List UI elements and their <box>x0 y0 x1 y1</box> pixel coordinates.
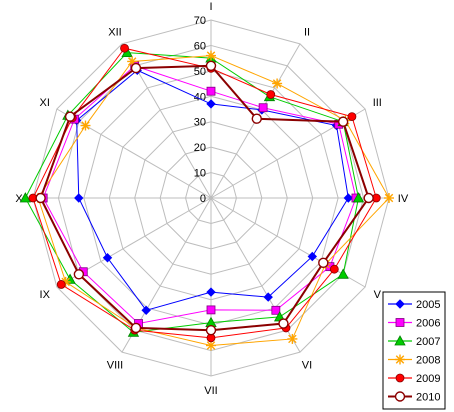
data-point <box>337 268 349 279</box>
data-point <box>205 60 217 71</box>
legend: 2005 2006 2007 2008 2009 2010 <box>382 291 446 410</box>
series-2010 <box>35 60 374 336</box>
data-point <box>395 318 405 327</box>
radial-tick-label: 20 <box>194 142 206 154</box>
data-point <box>19 192 32 203</box>
data-point-stroke <box>384 193 394 203</box>
data-point <box>73 269 85 280</box>
data-point <box>394 335 406 346</box>
category-label: II <box>304 27 310 39</box>
legend-label: 2006 <box>416 318 440 330</box>
data-point <box>35 192 46 204</box>
series-layer <box>19 43 394 351</box>
grid-spoke <box>210 197 366 288</box>
data-point-stroke <box>206 341 216 350</box>
category-label: VI <box>302 359 312 371</box>
data-point <box>395 299 405 309</box>
category-label: XI <box>40 97 50 109</box>
data-point <box>64 273 76 284</box>
legend-label: 2005 <box>416 299 440 311</box>
data-point <box>130 322 142 334</box>
data-point <box>206 99 216 109</box>
data-point-stroke <box>395 355 405 364</box>
data-point-stroke <box>127 57 137 66</box>
category-label: IX <box>40 289 51 301</box>
data-point <box>258 103 268 113</box>
legend-item: 2007 <box>388 335 440 348</box>
data-point <box>395 373 405 383</box>
data-point <box>272 78 283 89</box>
legend-item: 2005 <box>388 299 440 311</box>
data-point <box>251 113 262 124</box>
category-label: XII <box>108 27 121 39</box>
series-line <box>24 52 360 333</box>
data-point-stroke <box>206 51 216 60</box>
legend-item: 2009 <box>388 373 440 385</box>
legend-label: 2007 <box>416 336 440 348</box>
data-point <box>329 264 339 274</box>
data-point <box>363 192 374 204</box>
data-point <box>141 305 151 316</box>
category-label: V <box>374 289 382 301</box>
data-point <box>394 391 406 402</box>
radial-tick-label: 50 <box>194 66 206 78</box>
radial-tick-label: 70 <box>194 15 206 27</box>
data-point <box>206 287 216 297</box>
data-point <box>266 90 276 99</box>
data-point <box>278 318 289 329</box>
data-point <box>307 251 318 262</box>
data-point <box>347 112 357 122</box>
legend-label: 2008 <box>416 355 440 367</box>
data-point <box>206 86 216 96</box>
legend-item: 2006 <box>388 318 440 330</box>
data-point <box>395 354 405 365</box>
data-point <box>318 257 329 269</box>
category-label: VIII <box>107 359 124 371</box>
radial-tick-label: 0 <box>200 193 206 205</box>
legend-label: 2009 <box>416 373 440 385</box>
legend-box <box>382 291 446 410</box>
legend-label: 2010 <box>416 392 440 404</box>
grid-spoke <box>56 108 212 199</box>
data-point <box>205 325 217 336</box>
data-point <box>56 280 66 289</box>
category-label: VII <box>204 385 217 397</box>
data-point <box>337 116 349 127</box>
category-label: IV <box>398 193 409 205</box>
data-point-stroke <box>272 79 282 88</box>
category-label: I <box>209 1 212 13</box>
legend-item: 2008 <box>388 354 440 367</box>
data-point-stroke <box>81 121 90 130</box>
data-point <box>343 193 354 203</box>
data-point <box>271 305 281 315</box>
radial-tick-label: 30 <box>194 117 206 129</box>
category-label: III <box>373 97 382 109</box>
data-point <box>287 333 298 344</box>
data-point <box>263 292 273 302</box>
data-point <box>64 111 76 122</box>
data-point <box>206 305 216 315</box>
data-point <box>74 193 84 203</box>
data-point <box>130 62 142 74</box>
data-point <box>80 120 91 131</box>
data-point <box>120 43 129 53</box>
data-point <box>102 253 113 263</box>
series-line <box>37 55 390 346</box>
radial-tick-label: 10 <box>194 168 206 180</box>
category-label: X <box>15 193 23 205</box>
legend-item: 2010 <box>388 391 440 404</box>
radial-tick-label: 60 <box>194 40 206 52</box>
data-point <box>206 50 216 61</box>
data-point <box>352 192 365 203</box>
data-point <box>384 193 394 203</box>
data-point-stroke <box>288 334 297 344</box>
